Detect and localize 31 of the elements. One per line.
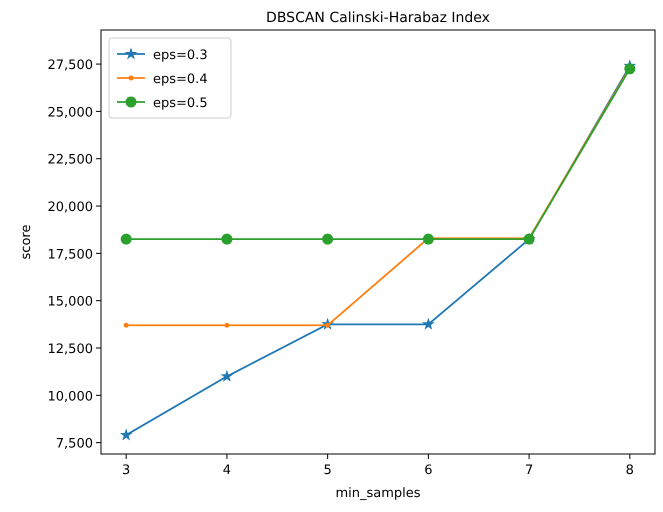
point: [422, 318, 435, 330]
y-tick-label: 12,500: [48, 342, 93, 357]
point: [124, 322, 129, 328]
y-tick-label: 22,500: [48, 152, 93, 168]
point: [322, 234, 334, 245]
y-tick-label: 27,500: [48, 58, 93, 74]
legend-label: eps=0.5: [153, 96, 208, 111]
point: [120, 428, 133, 440]
y-tick-label: 20,000: [48, 200, 93, 216]
point: [220, 370, 234, 382]
y-tick-label: 25,000: [48, 105, 93, 120]
point: [224, 322, 230, 328]
legend-label: eps=0.4: [153, 72, 208, 87]
point: [624, 63, 636, 74]
y-tick-label: 10,000: [48, 389, 93, 404]
x-tick-label: 5: [323, 463, 332, 478]
x-tick-label: 7: [524, 463, 534, 478]
point: [221, 234, 232, 245]
y-tick-label: 15,000: [48, 294, 93, 310]
legend-label: eps=0.3: [153, 48, 208, 63]
x-tick-label: 3: [122, 463, 130, 478]
x-tick-label: 4: [222, 463, 232, 478]
point: [422, 234, 434, 245]
x-tick-label: 8: [626, 463, 634, 478]
x-tick-label: 6: [424, 463, 433, 478]
x-axis-title: min_samples: [335, 486, 421, 501]
y-tick-label: 7,500: [56, 436, 93, 452]
y-axis-title: score: [19, 224, 34, 260]
point: [120, 234, 132, 245]
y-tick-label: 17,500: [48, 247, 93, 262]
chart-title: DBSCAN Calinski-Harabaz Index: [266, 10, 490, 26]
